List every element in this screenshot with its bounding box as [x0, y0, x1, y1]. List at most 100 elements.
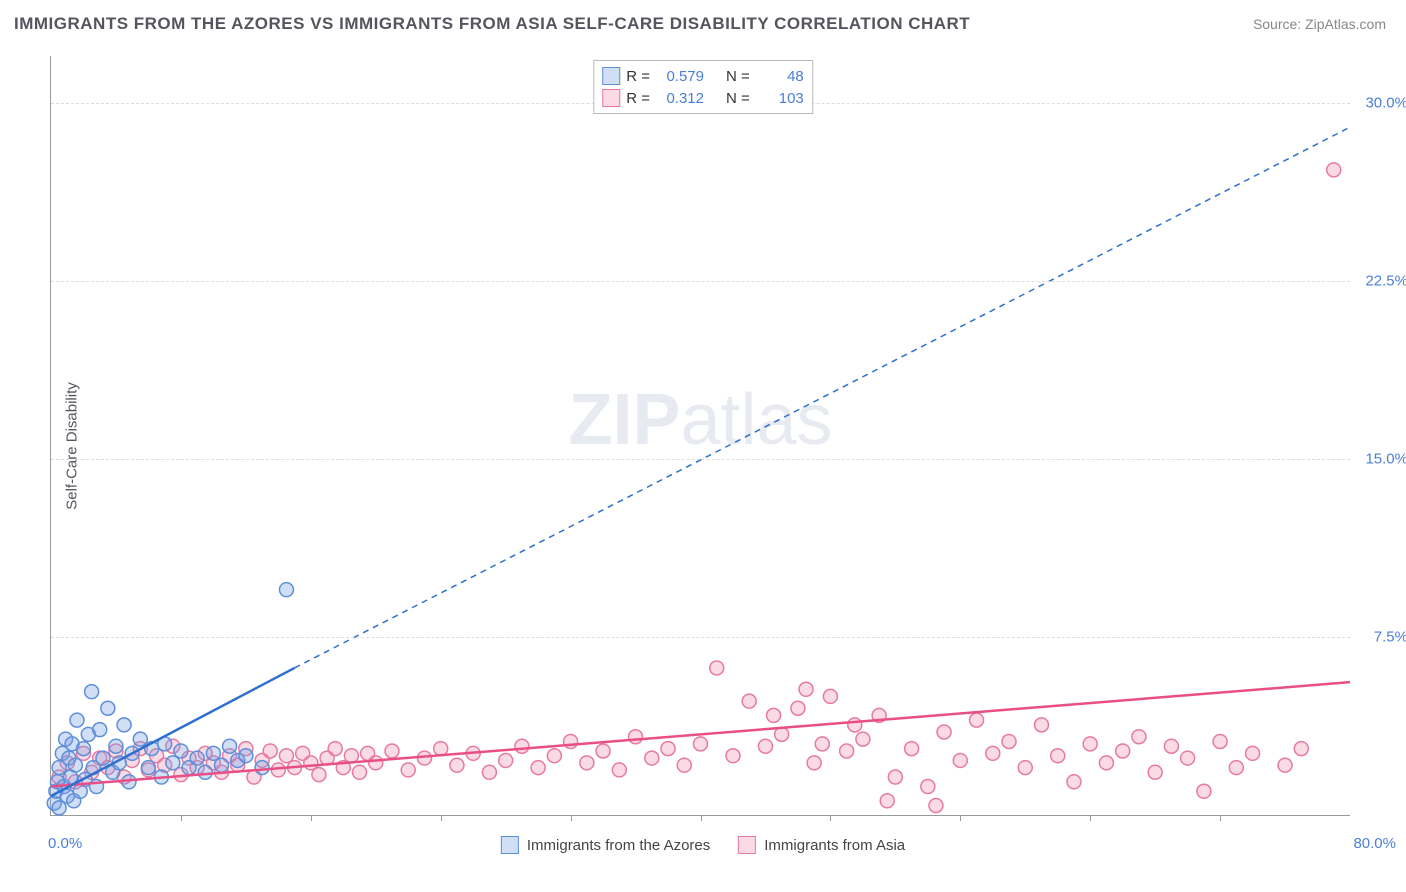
- data-point: [612, 763, 626, 777]
- data-point: [645, 751, 659, 765]
- data-point: [905, 742, 919, 756]
- data-point: [1327, 163, 1341, 177]
- data-point: [190, 751, 204, 765]
- data-point: [353, 765, 367, 779]
- legend-row-asia: R = 0.312 N = 103: [602, 87, 804, 109]
- swatch-azores: [602, 67, 620, 85]
- data-point: [547, 749, 561, 763]
- x-tick: [571, 815, 572, 821]
- data-point: [109, 739, 123, 753]
- data-point: [239, 749, 253, 763]
- data-point: [856, 732, 870, 746]
- data-point: [767, 708, 781, 722]
- swatch-asia: [602, 89, 620, 107]
- data-point: [85, 685, 99, 699]
- data-point: [596, 744, 610, 758]
- y-tick-label: 15.0%: [1365, 451, 1406, 468]
- data-point: [133, 732, 147, 746]
- source-attribution: Source: ZipAtlas.com: [1253, 16, 1386, 32]
- data-point: [888, 770, 902, 784]
- data-point: [1083, 737, 1097, 751]
- data-point: [986, 746, 1000, 760]
- x-tick: [181, 815, 182, 821]
- data-point: [726, 749, 740, 763]
- data-point: [174, 744, 188, 758]
- data-point: [710, 661, 724, 675]
- data-point: [1164, 739, 1178, 753]
- gridline: [51, 281, 1350, 282]
- data-point: [198, 765, 212, 779]
- data-point: [385, 744, 399, 758]
- data-point: [937, 725, 951, 739]
- data-point: [1132, 730, 1146, 744]
- data-point: [1148, 765, 1162, 779]
- data-point: [1229, 761, 1243, 775]
- chart-container: IMMIGRANTS FROM THE AZORES VS IMMIGRANTS…: [0, 0, 1406, 892]
- r-label-asia: R =: [626, 90, 650, 107]
- data-point: [369, 756, 383, 770]
- gridline: [51, 459, 1350, 460]
- data-point: [823, 689, 837, 703]
- data-point: [263, 744, 277, 758]
- data-point: [279, 583, 293, 597]
- data-point: [328, 742, 342, 756]
- x-tick: [960, 815, 961, 821]
- legend-row-azores: R = 0.579 N = 48: [602, 65, 804, 87]
- data-point: [1278, 758, 1292, 772]
- data-point: [68, 758, 82, 772]
- data-point: [677, 758, 691, 772]
- data-point: [1051, 749, 1065, 763]
- data-point: [1002, 734, 1016, 748]
- chart-svg: [51, 56, 1350, 815]
- data-point: [742, 694, 756, 708]
- data-point: [1181, 751, 1195, 765]
- x-tick: [1220, 815, 1221, 821]
- data-point: [482, 765, 496, 779]
- plot-area: ZIPatlas 7.5%15.0%22.5%30.0%: [50, 56, 1350, 816]
- x-axis-origin-label: 0.0%: [48, 835, 82, 852]
- gridline: [51, 637, 1350, 638]
- correlation-legend: R = 0.579 N = 48 R = 0.312 N = 103: [593, 60, 813, 114]
- data-point: [401, 763, 415, 777]
- data-point: [101, 701, 115, 715]
- x-tick: [441, 815, 442, 821]
- data-point: [76, 742, 90, 756]
- y-tick-label: 30.0%: [1365, 95, 1406, 112]
- legend-label-asia: Immigrants from Asia: [764, 837, 905, 854]
- data-point: [531, 761, 545, 775]
- data-point: [214, 758, 228, 772]
- data-point: [141, 761, 155, 775]
- data-point: [70, 713, 84, 727]
- data-point: [93, 723, 107, 737]
- n-value-asia: 103: [756, 90, 804, 107]
- data-point: [807, 756, 821, 770]
- n-label-asia: N =: [726, 90, 750, 107]
- x-tick: [701, 815, 702, 821]
- data-point: [970, 713, 984, 727]
- data-point: [848, 718, 862, 732]
- data-point: [1034, 718, 1048, 732]
- series-legend: Immigrants from the Azores Immigrants fr…: [501, 836, 905, 854]
- data-point: [255, 761, 269, 775]
- data-point: [499, 753, 513, 767]
- data-point: [434, 742, 448, 756]
- data-point: [1213, 734, 1227, 748]
- trend-line-extrapolated: [295, 127, 1350, 668]
- r-label-azores: R =: [626, 68, 650, 85]
- x-tick: [830, 815, 831, 821]
- chart-title: IMMIGRANTS FROM THE AZORES VS IMMIGRANTS…: [14, 14, 970, 34]
- data-point: [96, 751, 110, 765]
- legend-item-azores: Immigrants from the Azores: [501, 836, 710, 854]
- legend-item-asia: Immigrants from Asia: [738, 836, 905, 854]
- n-label-azores: N =: [726, 68, 750, 85]
- data-point: [791, 701, 805, 715]
- n-value-azores: 48: [756, 68, 804, 85]
- data-point: [271, 763, 285, 777]
- data-point: [1018, 761, 1032, 775]
- data-point: [1246, 746, 1260, 760]
- data-point: [840, 744, 854, 758]
- data-point: [799, 682, 813, 696]
- data-point: [580, 756, 594, 770]
- x-axis-max-label: 80.0%: [1353, 835, 1396, 852]
- r-value-asia: 0.312: [656, 90, 704, 107]
